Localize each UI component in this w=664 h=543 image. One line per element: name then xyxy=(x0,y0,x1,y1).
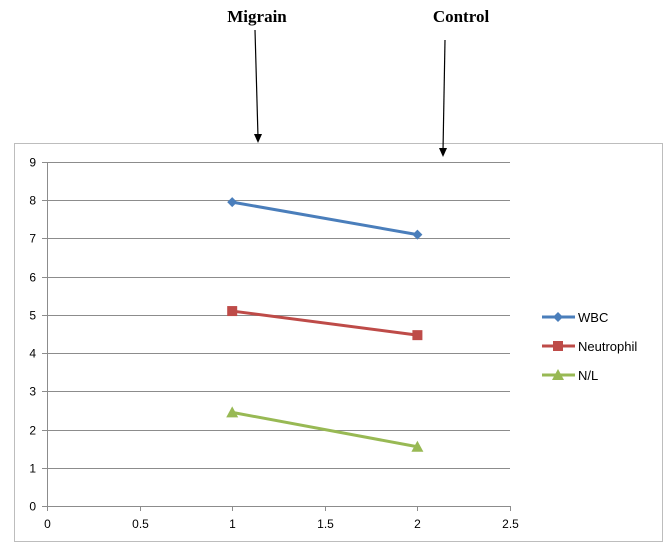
data-point-n-l xyxy=(411,440,424,452)
grid-lines xyxy=(47,162,510,507)
legend-label-wbc: WBC xyxy=(578,310,608,325)
x-tick-label: 2 xyxy=(414,517,421,531)
series-line-wbc xyxy=(231,200,418,237)
chart-frame xyxy=(14,143,663,542)
legend-marker-wbc xyxy=(553,312,563,322)
y-tick-label: 3 xyxy=(29,385,36,399)
series xyxy=(226,197,424,452)
legend-label-neutrophil: Neutrophil xyxy=(578,339,637,354)
x-tick-label: 1.5 xyxy=(317,517,334,531)
series-line-n-l xyxy=(231,410,418,449)
data-point-wbc xyxy=(412,229,423,240)
series-line-neutrophil xyxy=(232,309,418,337)
x-tick-label: 2.5 xyxy=(502,517,519,531)
y-tick-label: 2 xyxy=(29,424,36,438)
annotation-label: Migrain xyxy=(227,7,287,26)
legend: WBC Neutrophil N/L xyxy=(542,310,637,383)
data-point-n-l xyxy=(226,406,239,418)
y-tick-label: 0 xyxy=(29,500,36,514)
y-tick-label: 9 xyxy=(29,156,36,170)
y-tick-label: 1 xyxy=(29,462,36,476)
annotation-arrow-head xyxy=(254,134,262,143)
x-tick-label: 0.5 xyxy=(132,517,149,531)
y-tick-label: 4 xyxy=(29,347,36,361)
y-tick-label: 7 xyxy=(29,232,36,246)
annotation-arrow-shaft xyxy=(254,29,259,138)
legend-label-n-l: N/L xyxy=(578,368,598,383)
legend-marker-neutrophil xyxy=(553,341,563,351)
data-point-wbc xyxy=(227,197,238,208)
axes: 0 1 2 3 4 5 6 7 8 9 0 0.5 1 1.5 2 2.5 xyxy=(29,156,519,532)
y-tick-label: 8 xyxy=(29,194,36,208)
y-tick-label: 6 xyxy=(29,271,36,285)
data-point-neutrophil xyxy=(412,330,423,341)
x-tick-label: 0 xyxy=(44,517,51,531)
legend-marker-n-l xyxy=(552,369,564,380)
annotation-arrow-shaft xyxy=(442,39,446,152)
data-point-neutrophil xyxy=(227,306,238,317)
annotation-arrow-head xyxy=(439,148,447,157)
annotation-label: Control xyxy=(433,7,490,26)
annotations: Migrain Control xyxy=(227,7,489,157)
x-tick-label: 1 xyxy=(229,517,236,531)
y-tick-label: 5 xyxy=(29,309,36,323)
